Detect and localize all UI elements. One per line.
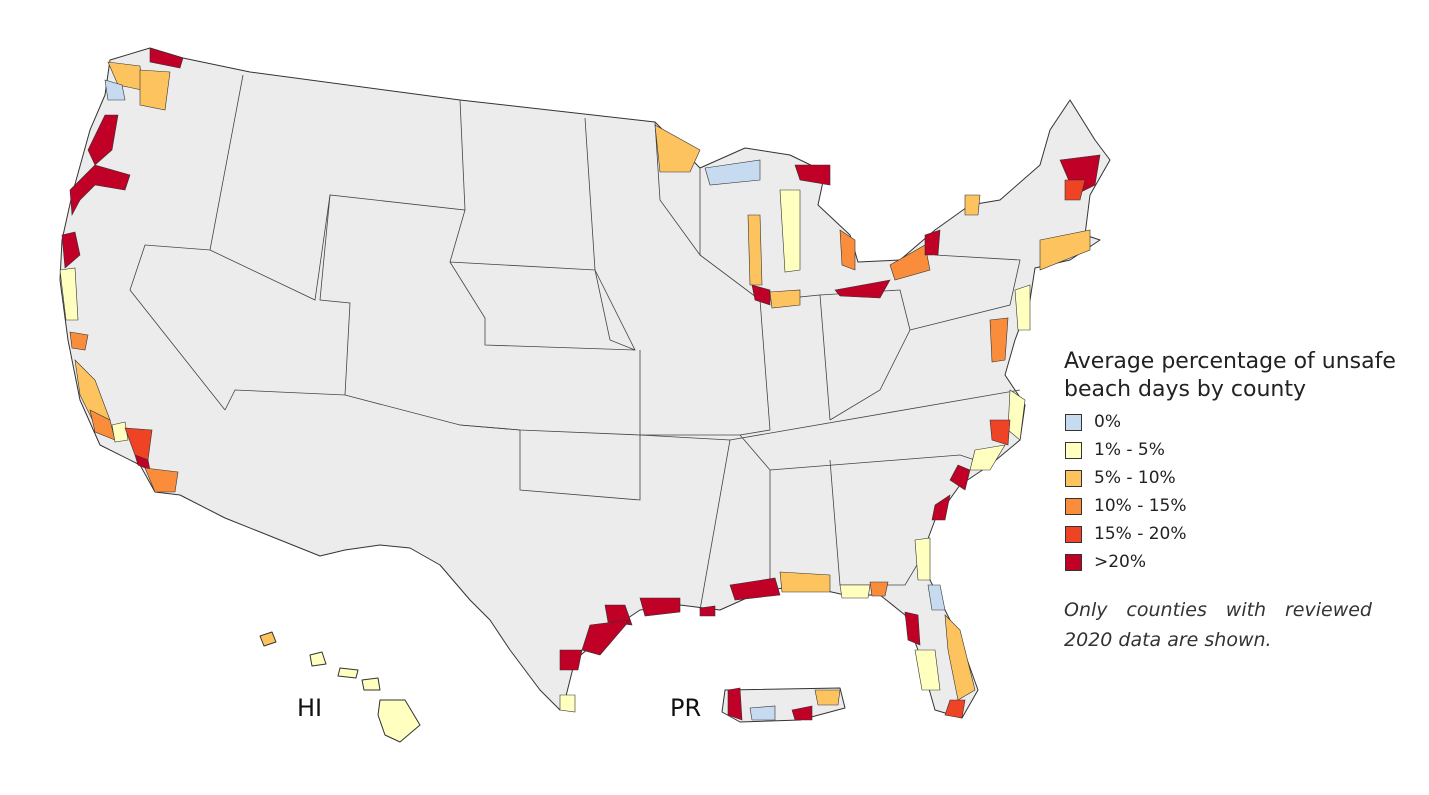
legend-swatch (1065, 441, 1082, 459)
county-patch (654, 124, 701, 173)
hawaii (259, 631, 421, 743)
county-patch (729, 577, 781, 601)
county-patch (59, 267, 79, 321)
county-patch (749, 705, 776, 721)
county-patch (927, 584, 946, 611)
county-patch (704, 159, 761, 186)
legend-label: 10% - 15% (1094, 496, 1187, 516)
county-patch (604, 604, 633, 626)
legend-label: 15% - 20% (1094, 524, 1187, 544)
county-patch (111, 421, 129, 443)
county-patch (904, 611, 921, 646)
county-patch (791, 705, 813, 721)
county-patch (944, 699, 966, 719)
county-patch (149, 47, 184, 69)
legend-label: 0% (1094, 412, 1121, 432)
note: Only counties with reviewed 2020 data ar… (1064, 599, 1372, 651)
county-patch (889, 244, 931, 281)
county-patch (924, 229, 941, 256)
legend-swatch (1065, 553, 1082, 571)
county-patch (989, 419, 1011, 446)
legend-item: 5% - 10% (1065, 464, 1187, 492)
county-patch (1007, 389, 1026, 441)
county-patch (639, 597, 681, 617)
hi-label: HI (297, 694, 322, 722)
county-patch (699, 605, 716, 617)
county-patch (869, 581, 889, 597)
county-patch (69, 164, 131, 217)
county-patch (834, 279, 891, 299)
county-patch (727, 687, 743, 721)
county-patch (309, 651, 327, 667)
legend-item: 0% (1065, 408, 1187, 436)
legend-label: >20% (1094, 552, 1147, 572)
county-patch (964, 194, 981, 216)
county-patch (779, 189, 801, 273)
county-patch (581, 619, 631, 656)
legend-item: 10% - 15% (1065, 492, 1187, 520)
contiguous-us (59, 47, 1111, 719)
county-patch (1064, 179, 1086, 201)
county-patch (144, 467, 179, 493)
legend-swatch (1065, 525, 1082, 543)
county-patch (949, 464, 971, 491)
county-patch (769, 289, 801, 309)
county-patch (914, 537, 931, 581)
county-patch (1014, 284, 1031, 331)
county-patch (139, 69, 171, 111)
county-patch (377, 699, 421, 743)
county-patch (839, 584, 871, 599)
county-patch (794, 164, 831, 186)
county-patch (839, 229, 856, 271)
county-patch (69, 331, 89, 351)
legend-item: 15% - 20% (1065, 520, 1187, 548)
county-patch (87, 114, 119, 166)
county-patch (61, 231, 81, 269)
county-patch (1039, 229, 1091, 271)
legend-label: 5% - 10% (1094, 468, 1176, 488)
county-patch (931, 494, 951, 521)
legend-swatch (1065, 497, 1082, 515)
legend-swatch (1065, 413, 1082, 431)
county-patch (337, 667, 359, 679)
county-patch (259, 631, 277, 647)
county-patch (559, 694, 576, 713)
legend-swatch (1065, 469, 1082, 487)
county-patch (989, 317, 1009, 363)
pr-label: PR (670, 694, 701, 722)
county-patch (559, 649, 583, 671)
county-patch (361, 677, 381, 691)
legend-title: Average percentage of unsafe beach days … (1064, 349, 1396, 402)
legend-label: 1% - 5% (1094, 440, 1165, 460)
legend-item: 1% - 5% (1065, 436, 1187, 464)
county-patch (747, 214, 763, 286)
county-patches (59, 47, 1101, 721)
county-patch (969, 444, 1006, 471)
legend-item: >20% (1065, 548, 1187, 576)
county-patch (914, 649, 941, 691)
county-patch (779, 571, 831, 593)
county-patch (104, 79, 126, 101)
county-patch (944, 614, 976, 701)
legend: 0% 1% - 5% 5% - 10% 10% - 15% 15% - 20% >20% (1065, 408, 1187, 576)
county-patch (751, 284, 771, 306)
county-patch (814, 689, 841, 706)
